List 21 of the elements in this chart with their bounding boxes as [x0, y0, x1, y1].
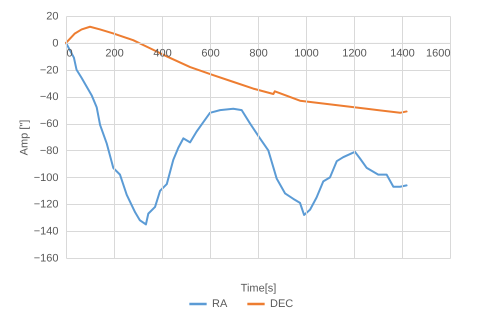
x-tick-label: 200 — [105, 47, 124, 60]
x-tick-label: 1400 — [390, 47, 415, 60]
x-tick-label: 800 — [249, 47, 268, 60]
y-tick-label: −100 — [34, 172, 58, 184]
y-tick-label: 0 — [52, 37, 58, 50]
y-tick-label: −60 — [40, 118, 58, 130]
x-axis-title: Time[s] — [240, 282, 276, 294]
x-tick-label: 600 — [201, 47, 220, 60]
y-tick-label: −80 — [40, 144, 58, 157]
legend-label: DEC — [270, 298, 294, 310]
legend-label: RA — [212, 298, 228, 310]
y-tick-label: −120 — [34, 198, 58, 211]
x-tick-label: 1200 — [342, 47, 367, 60]
x-tick-label: 1000 — [294, 47, 319, 60]
y-axis-title: Amp ["] — [18, 120, 31, 156]
y-tick-label: 20 — [46, 10, 58, 22]
y-tick-label: −40 — [40, 91, 58, 104]
y-tick-label: −140 — [34, 226, 58, 238]
x-tick-label: 1600 — [426, 47, 450, 60]
y-tick-label: −20 — [40, 64, 58, 76]
y-tick-label: −160 — [34, 252, 58, 264]
